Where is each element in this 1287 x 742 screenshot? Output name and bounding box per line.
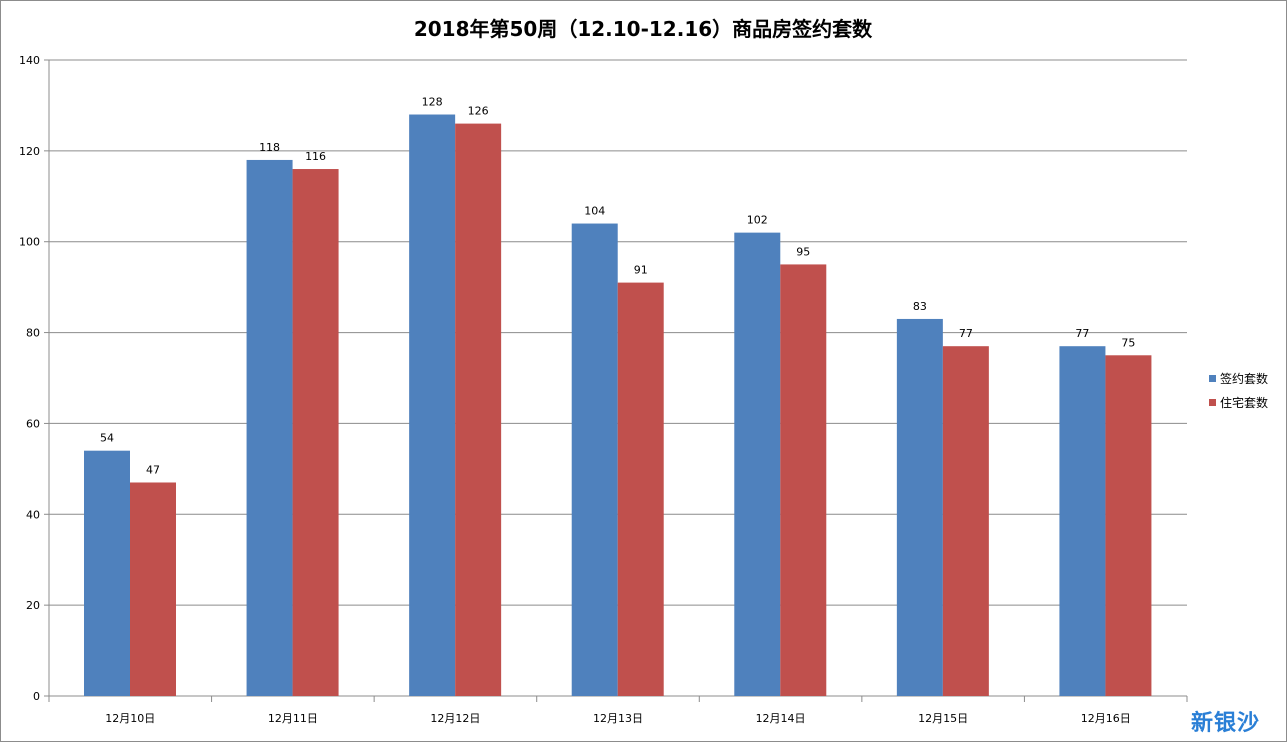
watermark-logo: 新银沙 [1190,711,1260,736]
chart-title: 2018年第50周（12.10-12.16）商品房签约套数 [414,17,873,41]
x-tick-label: 12月13日 [593,712,643,725]
x-tick-label: 12月12日 [430,712,480,725]
data-label: 95 [796,245,810,258]
legend-label: 签约套数 [1220,371,1268,386]
data-label: 91 [634,264,648,277]
data-label: 116 [305,150,326,163]
x-tick-label: 12月11日 [268,712,318,725]
bar-residential [1105,355,1152,696]
bar-signed [409,114,456,696]
x-tick-label: 12月15日 [918,712,968,725]
data-label: 75 [1121,336,1135,349]
x-tick-label: 12月16日 [1081,712,1131,725]
x-tick-label: 12月10日 [105,712,155,725]
data-label: 126 [468,105,489,118]
y-tick-label: 20 [26,599,40,612]
data-labels: 54 118 128 104 102 83 77 47 116 126 91 95 77 75 [100,96,1135,477]
data-label: 102 [747,214,768,227]
data-label: 104 [584,205,605,218]
bar-signed [1059,346,1106,696]
data-label: 128 [422,96,443,109]
bar-signed [896,318,943,696]
bar-residential [292,169,339,696]
bar-signed [734,232,781,696]
legend-label: 住宅套数 [1220,395,1268,410]
y-tick-label: 80 [26,327,40,340]
y-tick-label: 140 [19,54,40,67]
axes: 0 20 40 60 80 100 120 140 12月10日 12月11日 12月12日 12月1… [19,54,1188,725]
bar-signed [571,223,618,697]
legend-swatch [1209,399,1216,406]
y-tick-label: 100 [19,236,40,249]
y-tick-label: 60 [26,417,40,430]
x-tick-label: 12月14日 [756,712,806,725]
bar-residential [455,123,502,697]
bar-residential [130,482,176,696]
data-label: 77 [959,327,973,340]
data-label: 83 [913,300,927,313]
y-tick-label: 0 [33,690,40,703]
bar-residential [780,264,827,696]
legend-swatch [1209,375,1216,382]
data-label: 54 [100,432,114,445]
y-tick-label: 40 [26,508,40,521]
bar-residential [942,346,989,696]
data-label: 77 [1075,327,1089,340]
bar-signed [246,159,293,696]
y-tick-label: 120 [19,145,40,158]
bar-signed [84,450,130,696]
bars [84,114,1152,697]
data-label: 47 [146,463,160,476]
data-label: 118 [259,141,280,154]
bar-residential [617,282,664,696]
